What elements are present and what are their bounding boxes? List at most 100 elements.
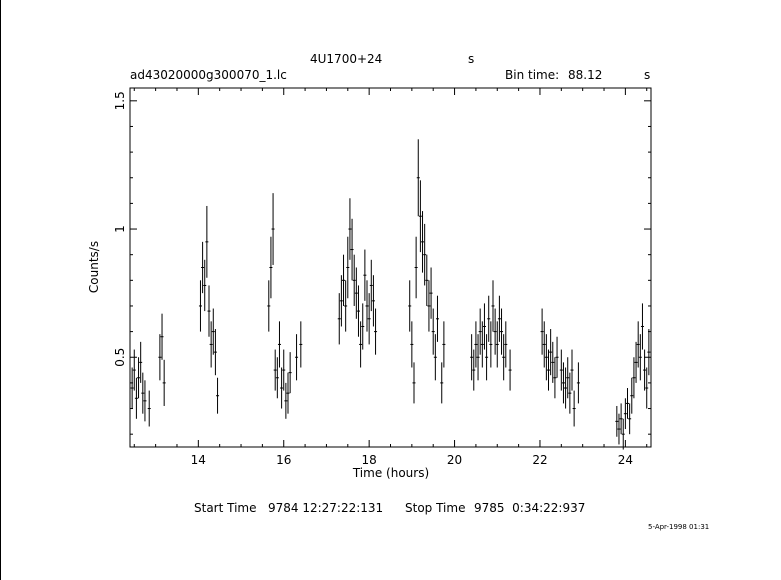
data-point (277, 321, 281, 368)
data-point (286, 372, 290, 414)
data-point (132, 349, 136, 391)
data-point (410, 321, 414, 368)
data-point (414, 236, 418, 299)
data-point (367, 293, 371, 345)
data-point (570, 349, 574, 391)
data-point (551, 341, 555, 383)
y-axis-label: Counts/s (87, 241, 101, 293)
data-point (160, 313, 164, 360)
x-axis: 14 16 18 20 22 24 (133, 88, 648, 467)
lc-filename: ad43020000g300070_1.lc (130, 68, 287, 82)
data-point (645, 367, 649, 409)
data-point (354, 267, 358, 319)
data-point (359, 321, 363, 368)
data-point (559, 349, 563, 391)
object-title: 4U1700+24 (310, 52, 382, 66)
data-point (566, 357, 570, 399)
data-point (549, 329, 553, 376)
bin-time-unit: s (644, 68, 650, 82)
data-point (209, 321, 213, 368)
data-point (337, 293, 341, 345)
data-point (213, 329, 217, 376)
data-point (542, 321, 546, 368)
data-point (339, 275, 343, 327)
data-point (356, 285, 360, 337)
data-point (470, 334, 474, 381)
data-point (363, 249, 367, 301)
plot-frame (129, 87, 652, 448)
data-point (482, 303, 486, 350)
start-time-label: Start Time (194, 501, 257, 515)
data-point (216, 377, 220, 414)
data-point (423, 223, 427, 286)
data-point (480, 321, 484, 368)
data-point (495, 321, 499, 368)
data-point (269, 236, 273, 299)
data-point (158, 334, 162, 381)
data-point (474, 321, 478, 368)
data-point (271, 193, 275, 265)
data-point (288, 352, 292, 394)
data-point (561, 362, 565, 404)
data-point (555, 336, 559, 378)
data-point (374, 308, 378, 355)
x-tick-label: 16 (276, 453, 291, 467)
data-point (361, 303, 365, 350)
data-point (640, 303, 644, 350)
data-point (630, 377, 634, 414)
data-point (485, 334, 489, 381)
data-point (564, 367, 568, 409)
data-point (427, 280, 431, 332)
data-point (418, 180, 422, 253)
data-point (282, 349, 286, 391)
data-point (280, 367, 284, 409)
data-point (369, 259, 373, 312)
data-point (275, 357, 279, 399)
data-point (421, 211, 425, 273)
data-point (143, 380, 147, 422)
data-point (502, 334, 506, 381)
data-point (344, 280, 348, 332)
data-point (147, 390, 151, 427)
data-point (643, 349, 647, 391)
data-point (352, 254, 356, 306)
data-point (139, 341, 143, 383)
data-point (628, 403, 632, 435)
data-point (203, 259, 207, 312)
data-point (647, 329, 651, 376)
data-point (626, 388, 630, 419)
data-point (284, 382, 288, 419)
x-tick-label: 14 (191, 453, 206, 467)
print-date: 5-Apr-1998 01:31 (648, 523, 709, 531)
data-point (350, 218, 354, 281)
data-point (141, 372, 145, 414)
data-point (623, 398, 627, 430)
data-point (137, 357, 141, 399)
footer-text: Start Time 9784 12:27:22:131 Stop Time 9… (194, 501, 709, 531)
data-point (442, 321, 446, 368)
data-point (130, 367, 134, 409)
start-time-value: 9784 12:27:22:131 (268, 501, 383, 515)
data-point (295, 334, 299, 381)
data-point (273, 349, 277, 391)
y-tick-label: 1.5 (113, 91, 127, 110)
data-point (207, 285, 211, 337)
x-tick-label: 18 (362, 453, 377, 467)
data-point (500, 308, 504, 355)
data-point (632, 357, 636, 399)
data-point (634, 341, 638, 383)
data-point (201, 241, 205, 294)
data-point (638, 334, 642, 381)
data-point (429, 267, 433, 319)
data-point (478, 308, 482, 355)
x-axis-label: Time (hours) (352, 466, 429, 480)
data-point (619, 403, 623, 435)
data-point (408, 280, 412, 332)
data-point (568, 372, 572, 414)
data-point (435, 295, 439, 342)
data-point (433, 334, 437, 381)
data-point (621, 418, 625, 450)
data-point (489, 321, 493, 368)
